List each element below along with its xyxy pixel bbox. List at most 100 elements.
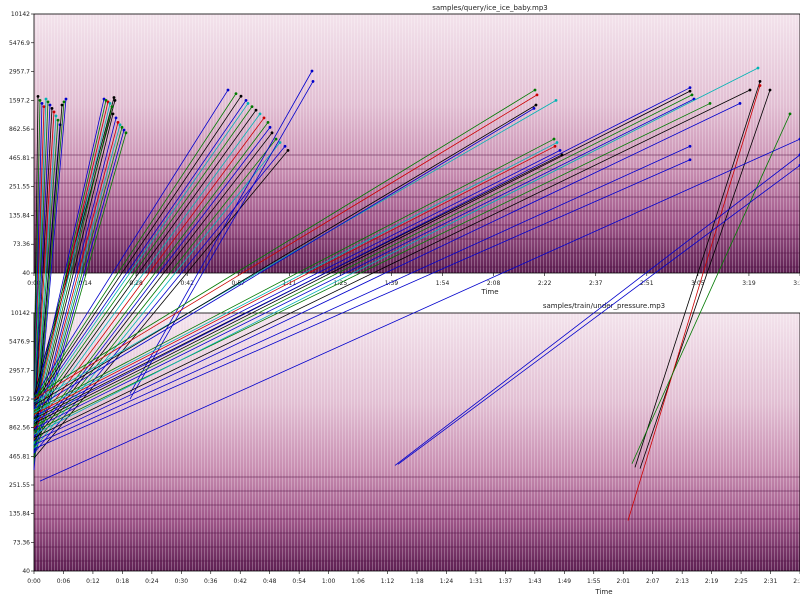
match-endpoint <box>109 102 112 105</box>
match-endpoint <box>689 86 692 89</box>
match-endpoint <box>709 102 712 105</box>
match-endpoint <box>533 107 536 110</box>
train-x-tick-label: 1:00 <box>322 578 336 585</box>
train-y-tick-label: 862.56 <box>9 425 30 432</box>
match-endpoint <box>113 96 116 99</box>
train-x-tick-label: 1:49 <box>558 578 572 585</box>
train-y-tick-label: 135.84 <box>9 511 30 518</box>
train-x-tick-label: 2:01 <box>616 578 630 585</box>
match-endpoint <box>789 112 792 115</box>
match-endpoint <box>123 129 126 132</box>
train-x-tick-label: 0:30 <box>175 578 189 585</box>
match-endpoint <box>554 145 557 148</box>
query-x-tick-label: 2:22 <box>538 280 552 287</box>
match-endpoint <box>689 145 692 148</box>
train-x-tick-label: 0:12 <box>86 578 100 585</box>
train-x-tick-label: 1:31 <box>469 578 483 585</box>
query-y-tick-label: 5476.9 <box>9 40 30 47</box>
match-endpoint <box>739 102 742 105</box>
match-endpoint <box>556 141 559 144</box>
query-x-tick-label: 2:51 <box>640 280 654 287</box>
train-x-tick-label: 1:55 <box>587 578 601 585</box>
match-endpoint <box>39 99 42 102</box>
train-y-axis: 4073.36135.84251.55465.81862.561597.2295… <box>9 310 34 575</box>
query-plot-title: samples/query/ice_ice_baby.mp3 <box>432 4 547 12</box>
match-endpoint <box>235 92 238 95</box>
train-y-tick-label: 2957.7 <box>9 367 30 374</box>
match-endpoint <box>536 93 539 96</box>
match-endpoint <box>245 99 248 102</box>
train-x-tick-label: 0:36 <box>204 578 218 585</box>
match-endpoint <box>125 131 128 134</box>
query-y-tick-label: 10142 <box>11 11 30 18</box>
train-x-tick-label: 2:07 <box>646 578 660 585</box>
train-plot-title: samples/train/under_pressure.mp3 <box>543 302 665 310</box>
train-y-tick-label: 1597.2 <box>9 396 30 403</box>
query-y-axis: 4073.36135.84251.55465.81862.561597.2295… <box>9 11 34 277</box>
match-endpoint <box>112 112 115 115</box>
query-y-tick-label: 40 <box>22 270 30 277</box>
query-y-tick-label: 2957.7 <box>9 69 30 76</box>
train-y-tick-label: 465.81 <box>9 453 30 460</box>
train-x-tick-label: 2:19 <box>705 578 719 585</box>
query-y-tick-label: 1597.2 <box>9 97 30 104</box>
train-x-tick-label: 2:13 <box>675 578 689 585</box>
train-y-tick-label: 5476.9 <box>9 339 30 346</box>
train-x-tick-label: 0:54 <box>292 578 306 585</box>
match-endpoint <box>251 105 254 108</box>
query-y-tick-label: 73.36 <box>13 241 30 248</box>
match-endpoint <box>121 126 124 129</box>
match-endpoint <box>47 100 50 103</box>
query-y-tick-label: 135.84 <box>9 212 30 219</box>
query-spectrogram-bands <box>34 150 800 273</box>
match-endpoint <box>689 158 692 161</box>
match-endpoint <box>57 119 60 122</box>
match-endpoint <box>312 80 315 83</box>
train-x-tick-label: 1:43 <box>528 578 542 585</box>
match-endpoint <box>41 102 44 105</box>
match-endpoint <box>119 123 122 126</box>
match-endpoint <box>287 149 290 152</box>
match-endpoint <box>63 100 66 103</box>
match-endpoint <box>311 70 314 73</box>
query-y-tick-label: 862.56 <box>9 126 30 133</box>
match-endpoint <box>534 89 537 92</box>
train-x-tick-label: 2:37 <box>793 578 800 585</box>
train-x-tick-label: 0:00 <box>27 578 41 585</box>
match-endpoint <box>43 105 46 108</box>
match-endpoint <box>117 121 120 124</box>
query-x-axis: 0:000:140:280:420:571:111:251:391:542:08… <box>27 273 800 287</box>
query-x-tick-label: 1:25 <box>334 280 348 287</box>
match-endpoint <box>553 138 556 141</box>
match-endpoint <box>115 117 118 120</box>
train-y-tick-label: 73.36 <box>13 539 30 546</box>
train-x-tick-label: 0:18 <box>116 578 130 585</box>
query-x-tick-label: 2:08 <box>487 280 501 287</box>
query-x-tick-label: 1:39 <box>385 280 399 287</box>
match-endpoint <box>65 98 68 101</box>
match-endpoint <box>769 89 772 92</box>
train-x-tick-label: 1:37 <box>499 578 513 585</box>
train-x-tick-label: 0:48 <box>263 578 277 585</box>
match-endpoint <box>55 114 58 117</box>
match-endpoint <box>271 131 274 134</box>
match-endpoint <box>279 141 282 144</box>
match-endpoint <box>267 121 270 124</box>
match-endpoint <box>759 84 762 87</box>
match-endpoint <box>749 89 752 92</box>
match-endpoint <box>51 107 54 110</box>
train-x-tick-label: 0:06 <box>57 578 71 585</box>
train-x-tick-label: 0:42 <box>233 578 247 585</box>
train-x-tick-label: 2:31 <box>764 578 778 585</box>
match-endpoint <box>111 105 114 108</box>
match-endpoint <box>227 89 230 92</box>
train-y-tick-label: 10142 <box>11 310 30 317</box>
train-y-tick-label: 251.55 <box>9 482 30 489</box>
query-x-tick-label: 3:34 <box>793 280 800 287</box>
train-x-tick-label: 1:12 <box>381 578 395 585</box>
train-x-tick-label: 1:18 <box>410 578 424 585</box>
match-endpoint <box>255 109 258 112</box>
match-endpoint <box>45 98 48 101</box>
match-endpoint <box>240 95 243 98</box>
